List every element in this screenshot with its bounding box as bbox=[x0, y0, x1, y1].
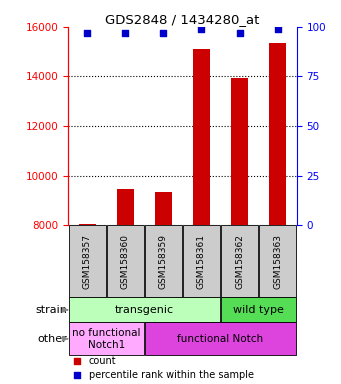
Text: GSM158361: GSM158361 bbox=[197, 234, 206, 289]
FancyBboxPatch shape bbox=[69, 225, 105, 297]
FancyBboxPatch shape bbox=[69, 297, 220, 323]
Title: GDS2848 / 1434280_at: GDS2848 / 1434280_at bbox=[105, 13, 260, 26]
FancyBboxPatch shape bbox=[145, 323, 296, 355]
Point bbox=[123, 30, 128, 36]
Bar bbox=[117, 189, 134, 225]
FancyBboxPatch shape bbox=[221, 225, 258, 297]
Point bbox=[75, 372, 80, 378]
FancyBboxPatch shape bbox=[260, 225, 296, 297]
Point bbox=[85, 30, 90, 36]
FancyBboxPatch shape bbox=[145, 225, 182, 297]
FancyBboxPatch shape bbox=[221, 297, 296, 323]
Bar bbox=[193, 49, 210, 225]
FancyBboxPatch shape bbox=[183, 225, 220, 297]
Bar bbox=[269, 43, 286, 225]
Bar bbox=[79, 224, 96, 225]
Point bbox=[237, 30, 242, 36]
Text: count: count bbox=[89, 356, 116, 366]
FancyBboxPatch shape bbox=[107, 225, 144, 297]
Bar bbox=[155, 192, 172, 225]
Text: wild type: wild type bbox=[233, 305, 284, 315]
Text: GSM158360: GSM158360 bbox=[121, 234, 130, 289]
Text: GSM158359: GSM158359 bbox=[159, 234, 168, 289]
Point bbox=[161, 30, 166, 36]
Text: functional Notch: functional Notch bbox=[177, 334, 264, 344]
Text: strain: strain bbox=[35, 305, 68, 315]
Text: no functional
Notch1: no functional Notch1 bbox=[72, 328, 140, 349]
Point bbox=[275, 26, 280, 32]
FancyBboxPatch shape bbox=[69, 323, 144, 355]
Point bbox=[199, 26, 204, 32]
Text: transgenic: transgenic bbox=[115, 305, 174, 315]
Text: percentile rank within the sample: percentile rank within the sample bbox=[89, 370, 254, 380]
Text: GSM158363: GSM158363 bbox=[273, 234, 282, 289]
Text: other: other bbox=[38, 334, 68, 344]
Text: GSM158357: GSM158357 bbox=[83, 234, 92, 289]
Bar bbox=[231, 78, 248, 225]
Text: GSM158362: GSM158362 bbox=[235, 234, 244, 289]
Point bbox=[75, 358, 80, 364]
